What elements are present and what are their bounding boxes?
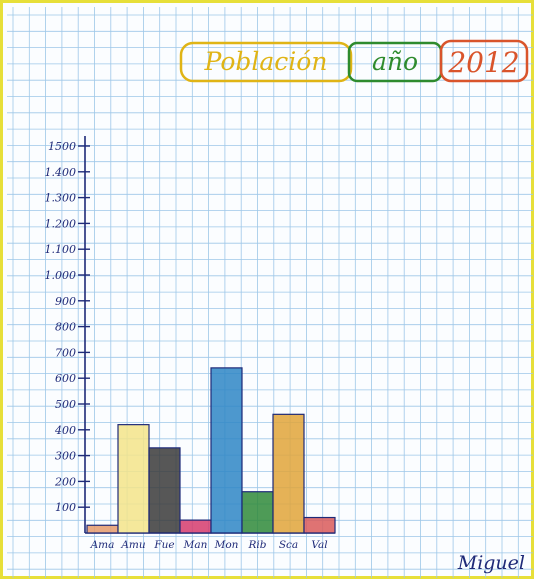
title-box-poblacion [179, 41, 353, 83]
x-category-label: Sca [279, 539, 298, 551]
chart-title: Población año 2012 [179, 39, 529, 83]
bar-amu [117, 424, 150, 534]
y-tick-label: 800 [55, 321, 76, 334]
y-tick-label: 400 [54, 424, 76, 437]
bar-man [179, 519, 212, 534]
bars [86, 367, 336, 534]
title-word-poblacion: Población [204, 47, 328, 76]
x-category-label: Ama [90, 539, 115, 551]
x-category-label: Amu [120, 539, 146, 551]
title-word-ano: año [372, 47, 418, 76]
y-tick-label: 500 [55, 398, 76, 411]
bar-val [303, 516, 336, 534]
x-category-label: Man [183, 539, 208, 551]
x-category-label: Rib [248, 539, 267, 551]
y-tick-label: 300 [55, 450, 76, 463]
bar-chart: Población año 2012 100 200 300 400 500 600 700… [7, 7, 533, 578]
y-tick-label: 1.100 [45, 243, 77, 256]
y-tick-label: 200 [54, 475, 76, 488]
bar-fue [148, 447, 181, 534]
bar-sca [272, 413, 305, 534]
x-category-label: Fue [153, 539, 174, 551]
y-tick-label: 100 [55, 501, 76, 514]
x-category-label: Val [311, 539, 327, 551]
bar-mon [210, 367, 243, 534]
y-tick-label: 1.400 [45, 166, 77, 179]
y-tick-label: 600 [55, 372, 76, 385]
y-tick-label: 900 [55, 295, 76, 308]
x-category-label: Mon [214, 539, 239, 551]
y-tick-label: 1.000 [45, 269, 77, 282]
labels: 100 200 300 400 500 600 700 800 900 1.000 1.100 1.2… [45, 140, 328, 551]
title-year: 2012 [447, 46, 519, 79]
y-tick-label: 1.200 [45, 217, 77, 230]
bar-ama [86, 524, 119, 534]
y-tick-label: 1.300 [45, 192, 77, 205]
y-tick-label: 1500 [48, 140, 76, 153]
title-box-year [439, 39, 529, 83]
y-tick-label: 700 [55, 346, 76, 359]
signature: Miguel [457, 552, 525, 574]
bar-rib [241, 491, 274, 534]
